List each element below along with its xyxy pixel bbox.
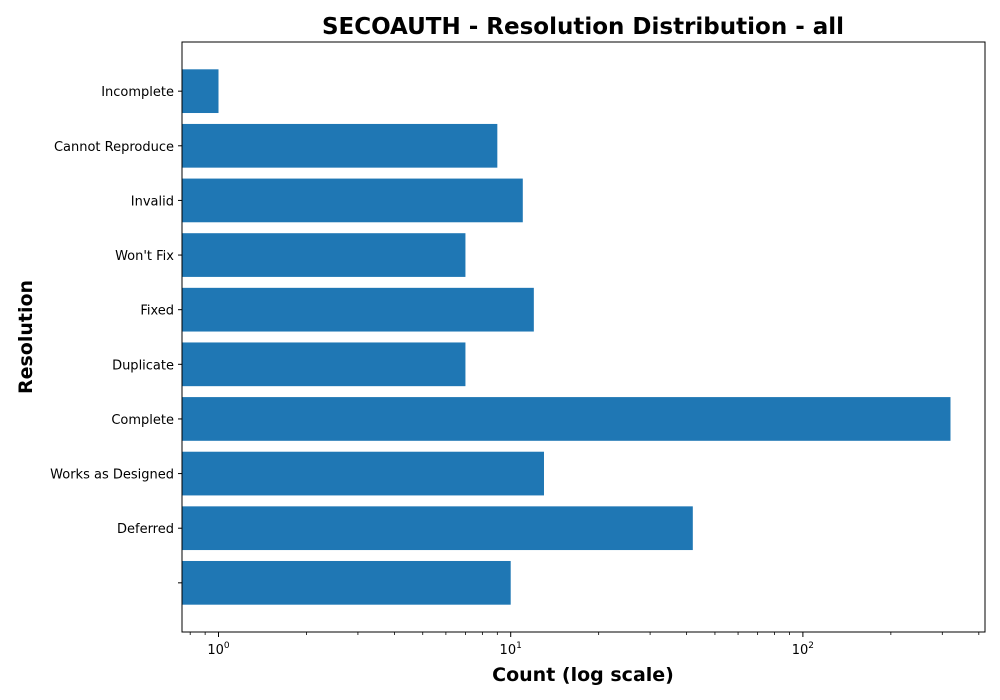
bar: [182, 451, 544, 496]
x-ticks-layer: 100 101 102: [189, 632, 980, 658]
y-tick-label: Fixed: [140, 304, 174, 319]
bar: [182, 233, 466, 277]
y-axis-label: Resolution: [15, 280, 37, 394]
bar: [182, 287, 534, 332]
bars-layer: [182, 69, 951, 605]
y-tick-label: Works as Designed: [50, 468, 174, 483]
plot-frame: [181, 41, 986, 633]
bar: [182, 178, 523, 223]
bar: [182, 506, 693, 551]
y-tick-label: Deferred: [117, 522, 174, 537]
bar: [182, 560, 511, 605]
bar: [182, 342, 466, 387]
y-tick-label: Complete: [111, 413, 174, 428]
y-tick-label: Invalid: [131, 194, 174, 209]
y-ticks-layer: Incomplete Cannot Reproduce Invalid Won't F…: [50, 85, 182, 584]
y-tick-label: Cannot Reproduce: [54, 140, 174, 155]
x-tick-label: 102: [792, 641, 814, 658]
x-tick-label: 100: [207, 641, 230, 658]
x-axis-label: Count (log scale): [492, 664, 674, 686]
x-tick-label: 101: [500, 641, 522, 658]
bar: [182, 123, 498, 168]
bar: [182, 69, 219, 114]
y-tick-label: Won't Fix: [115, 249, 174, 264]
y-tick-label: Duplicate: [112, 358, 174, 373]
y-tick-label: Incomplete: [101, 85, 174, 100]
bar: [182, 397, 951, 441]
chart-title: SECOAUTH - Resolution Distribution - all: [322, 14, 844, 40]
